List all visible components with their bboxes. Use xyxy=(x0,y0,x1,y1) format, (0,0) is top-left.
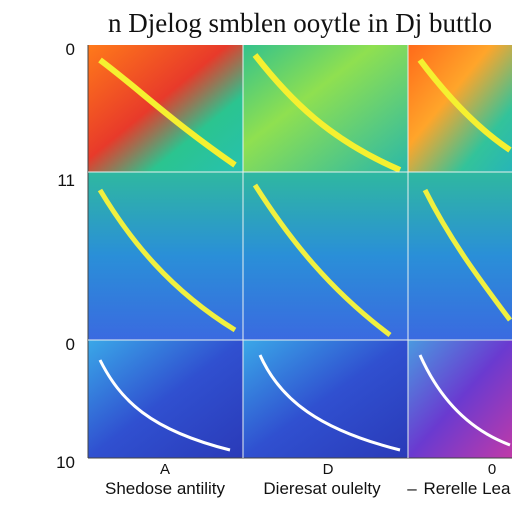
streak xyxy=(258,354,401,452)
panel xyxy=(88,340,243,458)
footer-label: – xyxy=(407,479,417,498)
streak xyxy=(252,53,402,173)
streak xyxy=(417,58,512,153)
streak xyxy=(97,188,237,333)
column-label: D xyxy=(323,461,334,478)
streak xyxy=(98,359,231,452)
column-label: A xyxy=(160,461,170,478)
streak xyxy=(418,354,511,447)
footer-label: Rerelle Lea xyxy=(424,479,511,498)
panel xyxy=(88,172,243,340)
title: n Djelog smblen ooytle in Dj buttlo xyxy=(108,8,492,38)
panel xyxy=(243,172,408,340)
y-label: 0 xyxy=(66,40,75,59)
footer-label: Dieresat oulelty xyxy=(263,479,381,498)
footer-label: Shedose antility xyxy=(105,479,226,498)
column-label: 0 xyxy=(488,461,496,478)
streak xyxy=(98,57,237,168)
streak xyxy=(252,183,392,337)
panel-grid xyxy=(87,45,512,459)
y-label: 10 xyxy=(56,453,75,472)
y-label: 0 xyxy=(66,335,75,354)
y-label: 11 xyxy=(57,171,75,190)
panel xyxy=(243,340,408,458)
streak xyxy=(422,188,512,322)
panel xyxy=(243,45,408,172)
panel xyxy=(408,172,512,340)
